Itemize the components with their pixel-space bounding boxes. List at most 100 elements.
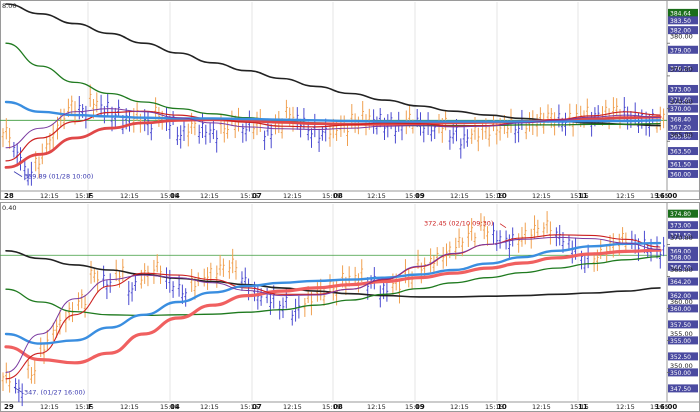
x-day-label: F — [88, 192, 93, 200]
moving-average-line-6 — [5, 236, 661, 373]
price-tag — [668, 262, 698, 271]
price-tag-text: 367.20 — [670, 124, 691, 131]
price-tag-text: 347.50 — [670, 386, 691, 393]
price-tag-text: 357.50 — [670, 322, 691, 329]
y-tick-label: 365.00 — [670, 131, 693, 139]
price-tag-text: 384.64 — [670, 10, 691, 17]
price-tag-text: 368.40 — [670, 117, 691, 124]
price-tag — [668, 16, 698, 25]
price-tag — [668, 64, 698, 73]
x-time-label: 12:15 — [283, 192, 302, 200]
y-tick-label: 360.00 — [670, 298, 693, 306]
price-tag — [668, 209, 698, 218]
price-tag — [668, 291, 698, 300]
x-time-label: 15:15 — [322, 403, 341, 411]
x-day-label: 09 — [415, 403, 425, 411]
x-day-label: 16:00 — [655, 403, 677, 411]
price-tag-text: 379.00 — [670, 47, 691, 54]
corner-label: 0.40 — [2, 204, 16, 212]
price-tag — [668, 104, 698, 113]
low-annotation: 347. (01/27 16:00) — [24, 388, 85, 396]
x-time-label: 15:15 — [405, 192, 424, 200]
price-tag-text: 352.50 — [670, 354, 691, 361]
panel-frame — [0, 202, 700, 412]
moving-average-line-2 — [5, 255, 661, 317]
x-day-label: 08 — [333, 192, 343, 200]
high-annotation-pointer — [499, 223, 507, 229]
price-tag — [668, 169, 698, 178]
x-time-label: 15:15 — [405, 403, 424, 411]
y-tick-label: 370.00 — [670, 234, 693, 242]
price-tag-text: 365.80 — [670, 134, 691, 141]
price-tag — [668, 147, 698, 156]
price-tag — [668, 95, 698, 104]
price-tag-text: 363.50 — [670, 149, 691, 156]
x-time-label: 15:15 — [485, 192, 504, 200]
price-tag-text: 355.00 — [670, 338, 691, 345]
x-time-label: 15:15 — [650, 403, 669, 411]
price-tag — [668, 45, 698, 54]
annotation-pointer — [13, 386, 23, 393]
price-tag-text: 371.50 — [670, 232, 691, 239]
price-tag — [668, 122, 698, 131]
price-tag — [668, 352, 698, 361]
x-day-label: 04 — [170, 403, 180, 411]
price-tag — [668, 277, 698, 286]
x-day-label: 04 — [170, 192, 180, 200]
x-time-label: 12:15 — [120, 192, 139, 200]
x-day-label: 10 — [497, 192, 507, 200]
price-tag-text: 382.00 — [670, 28, 691, 35]
price-tag-text: 376.20 — [670, 66, 691, 73]
x-time-label: 12:15 — [40, 403, 59, 411]
x-time-label: 15:15 — [160, 403, 179, 411]
x-time-label: 15:15 — [75, 192, 94, 200]
moving-average-line-3 — [4, 248, 662, 365]
panel-frame — [0, 0, 700, 200]
annotation-pointer — [13, 171, 23, 177]
price-tag — [668, 115, 698, 124]
x-time-label: 15:15 — [240, 403, 259, 411]
price-tag — [668, 384, 698, 393]
x-time-label: 12:15 — [532, 403, 551, 411]
low-annotation: 359.89 (01/28 10:00) — [24, 173, 93, 181]
x-time-label: 15:15 — [240, 192, 259, 200]
x-day-label: 09 — [415, 192, 425, 200]
x-day-label: 07 — [252, 192, 262, 200]
price-tag-text: 361.50 — [670, 162, 691, 169]
x-time-label: 15:15 — [75, 403, 94, 411]
price-tag-text: 360.00 — [670, 306, 691, 313]
price-tag-text: 383.50 — [670, 18, 691, 25]
price-tag — [668, 304, 698, 313]
x-time-label: 12:15 — [450, 403, 469, 411]
price-tag-text: 360.00 — [670, 171, 691, 178]
price-tag-text: 374.80 — [670, 211, 691, 218]
price-tag-text: 350.00 — [670, 370, 691, 377]
price-tag — [668, 320, 698, 329]
chart-panel-bottom: 0.40 347. (01/27 16:00) 372.45 (02/10 09:3… — [0, 202, 700, 412]
price-tag — [668, 132, 698, 141]
price-tag — [668, 336, 698, 345]
price-tag-text: 373.00 — [670, 86, 691, 93]
moving-average-line-4 — [5, 110, 661, 162]
price-tag — [668, 84, 698, 93]
price-tag-text: 368.00 — [670, 255, 691, 262]
x-day-label: 10 — [497, 403, 507, 411]
y-tick-label: 370.00 — [670, 98, 693, 106]
x-time-label: 12:15 — [283, 403, 302, 411]
x-time-label: 12:15 — [120, 403, 139, 411]
price-tag-text: 366.50 — [670, 264, 691, 271]
price-tag — [668, 160, 698, 169]
price-tag — [668, 221, 698, 230]
price-tag-text: 369.00 — [670, 248, 691, 255]
moving-average-line-5 — [4, 100, 662, 123]
price-tag — [668, 246, 698, 255]
x-time-label: 12:15 — [616, 403, 635, 411]
x-day-label: 08 — [333, 403, 343, 411]
x-time-label: 12:15 — [200, 403, 219, 411]
price-tag-text: 364.20 — [670, 279, 691, 286]
price-tag-text: 373.00 — [670, 223, 691, 230]
